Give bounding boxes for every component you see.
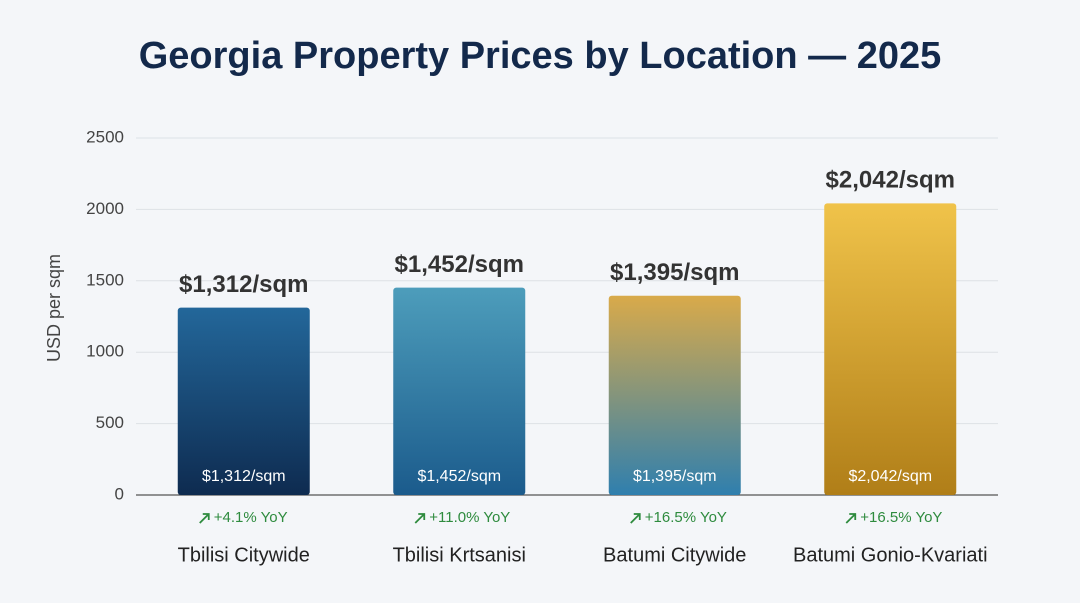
y-axis-label: USD per sqm bbox=[44, 254, 64, 362]
yoy-label: +16.5% YoY bbox=[860, 509, 942, 526]
yoy-arrow bbox=[199, 513, 210, 524]
bar-inner-label: $2,042/sqm bbox=[848, 468, 932, 485]
bar bbox=[824, 203, 957, 495]
yoy-arrow bbox=[414, 513, 426, 524]
yoy-arrow bbox=[845, 513, 857, 524]
y-tick-label: 2000 bbox=[86, 199, 124, 218]
x-tick-label: Batumi Citywide bbox=[603, 544, 746, 566]
value-label: $2,042/sqm bbox=[826, 167, 955, 194]
bar bbox=[393, 287, 526, 495]
chart-title: Georgia Property Prices by Location — 20… bbox=[139, 35, 942, 77]
y-tick-label: 0 bbox=[115, 484, 124, 503]
bar bbox=[177, 307, 310, 495]
yoy-arrow bbox=[630, 513, 641, 524]
value-label: $1,312/sqm bbox=[179, 271, 308, 298]
x-tick-label: Batumi Gonio-Kvariati bbox=[793, 544, 988, 566]
yoy-label: +16.5% YoY bbox=[645, 509, 727, 526]
y-tick-label: 1000 bbox=[86, 342, 124, 361]
x-tick-label: Tbilisi Citywide bbox=[178, 544, 310, 566]
yoy-label: +4.1% YoY bbox=[214, 509, 288, 526]
bar bbox=[608, 295, 741, 495]
value-label: $1,452/sqm bbox=[395, 251, 524, 278]
y-tick-label: 500 bbox=[96, 413, 124, 432]
y-tick-label: 2500 bbox=[86, 127, 124, 146]
bar-inner-label: $1,452/sqm bbox=[417, 468, 501, 485]
yoy-label: +11.0% YoY bbox=[429, 509, 510, 526]
x-tick-label: Tbilisi Krtsanisi bbox=[393, 544, 526, 566]
bar-inner-label: $1,312/sqm bbox=[202, 468, 286, 485]
y-tick-label: 1500 bbox=[86, 270, 124, 289]
bar-inner-label: $1,395/sqm bbox=[633, 468, 717, 485]
value-label: $1,395/sqm bbox=[610, 259, 739, 286]
